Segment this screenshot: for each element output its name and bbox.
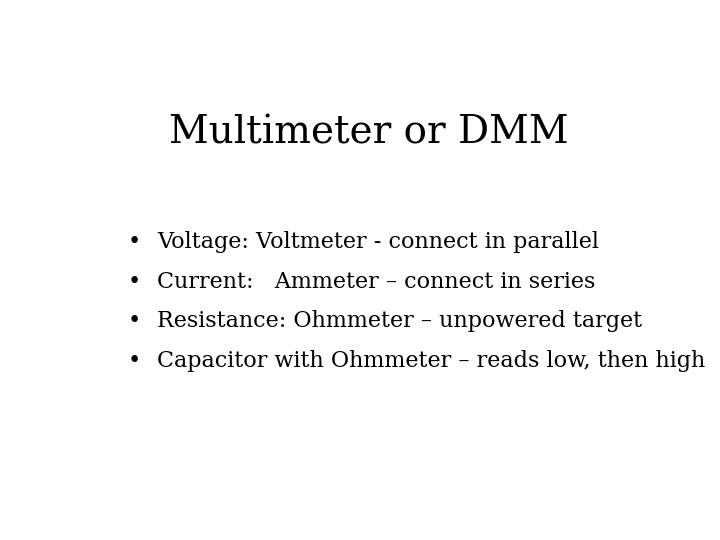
- Text: Capacitor with Ohmmeter – reads low, then high: Capacitor with Ohmmeter – reads low, the…: [157, 349, 705, 372]
- Text: Current:   Ammeter – connect in series: Current: Ammeter – connect in series: [157, 271, 595, 293]
- Text: •: •: [128, 310, 141, 332]
- Text: Resistance: Ohmmeter – unpowered target: Resistance: Ohmmeter – unpowered target: [157, 310, 642, 332]
- Text: •: •: [128, 349, 141, 372]
- Text: •: •: [128, 271, 141, 293]
- Text: Voltage: Voltmeter - connect in parallel: Voltage: Voltmeter - connect in parallel: [157, 231, 599, 253]
- Text: •: •: [128, 231, 141, 253]
- Text: Multimeter or DMM: Multimeter or DMM: [169, 114, 569, 152]
